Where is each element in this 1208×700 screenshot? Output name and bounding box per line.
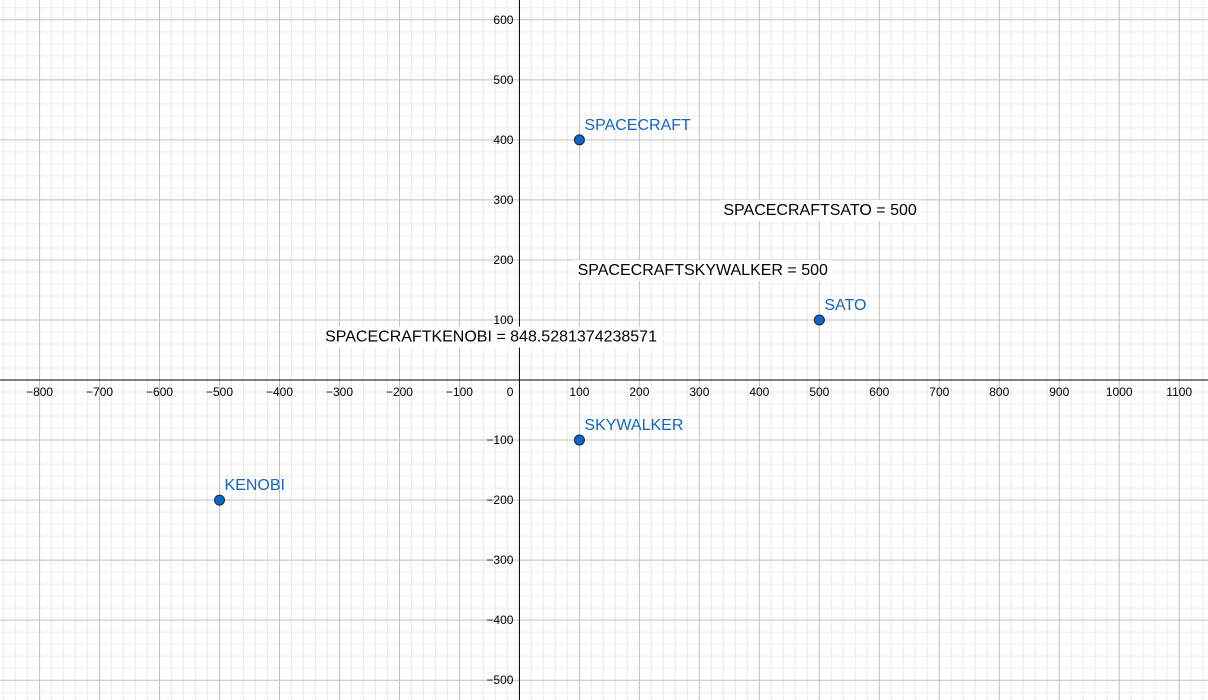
y-tick-label: 500 xyxy=(493,73,513,87)
y-tick-label: −400 xyxy=(486,613,513,627)
point-sato[interactable]: SATO xyxy=(813,297,866,326)
x-tick-label: 400 xyxy=(749,385,769,399)
y-tick-label: 200 xyxy=(493,253,513,267)
point-spacecraft[interactable]: SPACECRAFT xyxy=(573,117,691,146)
distance-annotation: SPACECRAFTSKYWALKER = 500 xyxy=(573,259,833,281)
x-tick-label: 200 xyxy=(629,385,649,399)
point-marker[interactable] xyxy=(813,314,825,326)
y-tick-label: 100 xyxy=(493,313,513,327)
y-tick-label: −500 xyxy=(486,673,513,687)
point-label: SATO xyxy=(824,297,866,314)
x-tick-label: −500 xyxy=(206,385,233,399)
data-points: SPACECRAFT SATO SKYWALKER KENOBI xyxy=(214,117,866,506)
annotation-background xyxy=(573,259,833,281)
point-label: KENOBI xyxy=(225,477,285,494)
y-tick-label: −200 xyxy=(486,493,513,507)
point-label: SKYWALKER xyxy=(584,417,683,434)
distance-annotations: SPACECRAFTSATO = 500 SPACECRAFTSKYWALKER … xyxy=(321,199,921,348)
annotation-text: SPACECRAFTKENOBI = 848.5281374238571 xyxy=(325,329,657,346)
x-tick-label: 1100 xyxy=(1166,385,1192,399)
y-tick-label: 600 xyxy=(493,13,513,27)
annotation-background xyxy=(719,199,921,221)
point-marker[interactable] xyxy=(214,494,226,506)
point-marker[interactable] xyxy=(573,134,585,146)
point-marker[interactable] xyxy=(573,434,585,446)
x-tick-label: −800 xyxy=(26,385,53,399)
point-label: SPACECRAFT xyxy=(584,117,691,134)
annotation-text: SPACECRAFTSKYWALKER = 500 xyxy=(578,262,828,279)
x-tick-label: −400 xyxy=(266,385,293,399)
x-tick-label: 800 xyxy=(989,385,1009,399)
x-tick-label: 1000 xyxy=(1106,385,1133,399)
x-tick-label: −200 xyxy=(386,385,413,399)
point-kenobi[interactable]: KENOBI xyxy=(214,477,285,506)
y-tick-label: −100 xyxy=(486,433,513,447)
y-tick-label: 300 xyxy=(493,193,513,207)
x-tick-labels: −800 −700 −600 −500 −400 −300 −200 −100 0 100 200 3… xyxy=(26,385,1192,399)
x-tick-label: 500 xyxy=(809,385,829,399)
x-tick-label: 300 xyxy=(689,385,709,399)
y-tick-label: 400 xyxy=(493,133,513,147)
x-tick-label: −100 xyxy=(446,385,473,399)
x-tick-label: 700 xyxy=(929,385,949,399)
x-tick-label: 600 xyxy=(869,385,889,399)
x-tick-label: 0 xyxy=(507,385,514,399)
y-tick-labels: −500 −400 −300 −200 −100 100 200 300 400 500 600 xyxy=(486,13,513,687)
y-tick-label: −300 xyxy=(486,553,513,567)
distance-annotation: SPACECRAFTSATO = 500 xyxy=(719,199,921,221)
x-tick-label: −700 xyxy=(86,385,113,399)
x-tick-label: −600 xyxy=(146,385,173,399)
x-tick-label: −300 xyxy=(326,385,353,399)
x-tick-label: 900 xyxy=(1049,385,1069,399)
annotation-text: SPACECRAFTSATO = 500 xyxy=(723,202,917,219)
annotation-background xyxy=(321,326,662,348)
distance-annotation: SPACECRAFTKENOBI = 848.5281374238571 xyxy=(321,326,662,348)
x-tick-label: 100 xyxy=(569,385,589,399)
point-skywalker[interactable]: SKYWALKER xyxy=(573,417,683,446)
